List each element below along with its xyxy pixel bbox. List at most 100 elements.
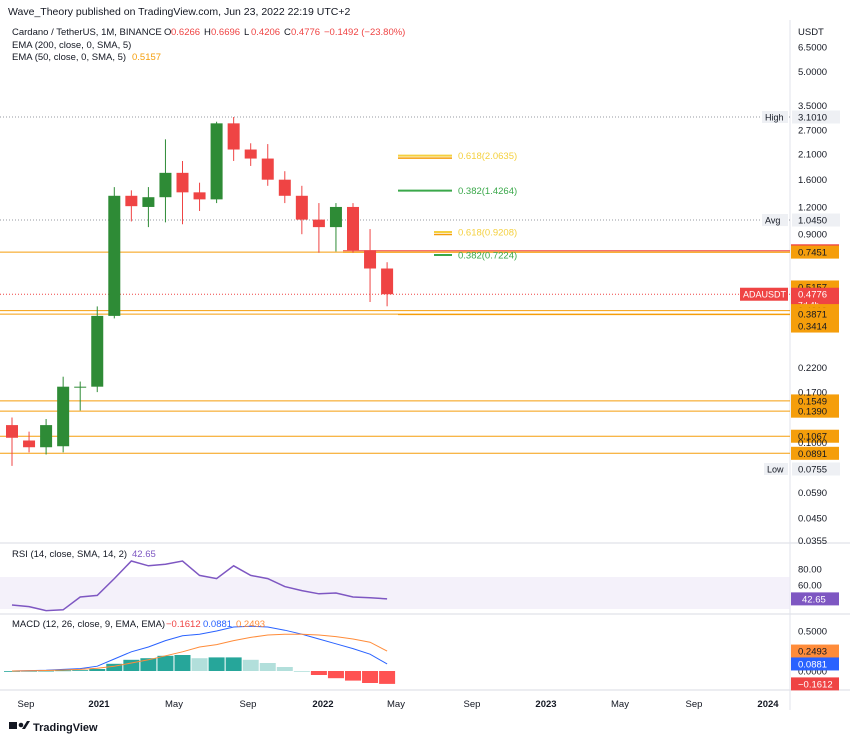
candle-body	[329, 206, 342, 228]
rsi-title: RSI (14, close, SMA, 14, 2)	[12, 549, 127, 560]
signal-badge	[791, 644, 839, 658]
macd-hist-bar	[55, 670, 72, 672]
price-tick: 0.1700	[798, 388, 827, 399]
price-tick: 0.2200	[798, 363, 827, 374]
level-value: 0.3871	[798, 310, 827, 321]
legend-ohlc: O 0.6266 H 0.6696 L 0.4206 C 0.4776 −0.1492 (−23…	[164, 27, 405, 38]
macd-hist-bar	[327, 671, 344, 679]
price-tick: 1.6000	[798, 175, 827, 186]
macd-tick: 0.0000	[798, 667, 827, 678]
macd-hist-value: −0.1612	[166, 619, 201, 630]
price-tick: 0.0450	[798, 514, 827, 525]
level-badge	[791, 394, 839, 408]
price-levels: High3.1010Avg1.04500.75550.74510.5157ADA…	[0, 110, 840, 476]
candle-body	[6, 425, 18, 438]
candle-body	[74, 386, 87, 388]
time-tick: 2024	[757, 699, 779, 710]
macd-hist-bar	[310, 671, 327, 675]
macd-hist-bar	[293, 671, 310, 672]
candle-body	[261, 158, 274, 180]
macd-hist-bar	[123, 659, 140, 671]
legend-symbol: Cardano / TetherUS, 1M, BINANCE	[12, 27, 162, 38]
time-axis[interactable]: Sep 2021 May Sep 2022 May Sep 2023 May Sep 2024	[18, 699, 780, 710]
rsi-line	[11, 560, 388, 612]
price-axis[interactable]: 6.5000 5.0000 3.5000 2.7000 2.1000 1.6000 1.20…	[798, 42, 827, 547]
time-tick: Sep	[18, 699, 35, 710]
tradingview-logo-icon[interactable]	[9, 721, 30, 729]
price-tick: 3.5000	[798, 101, 827, 112]
ohlc-key: H	[204, 27, 211, 38]
macd-hist-bar	[38, 670, 55, 672]
main-grid	[0, 20, 850, 710]
ohlc-key: L	[244, 27, 249, 38]
level-value: 0.1390	[798, 407, 827, 418]
fib-label: 0.382(1.4264)	[458, 186, 517, 197]
level-value: 0.3414	[798, 322, 827, 333]
hist-badge	[791, 677, 839, 691]
level-value: 0.1549	[798, 396, 827, 407]
level-badge	[791, 245, 839, 259]
macd-hist-bar	[362, 671, 379, 683]
price-tick: 6.5000	[798, 42, 827, 53]
time-tick: May	[387, 699, 405, 710]
price-tick: 0.1000	[798, 438, 827, 449]
price-tick: 5.0000	[798, 67, 827, 78]
macd-pane: MACD (12, 26, close, 9, EMA, EMA) −0.1612…	[4, 619, 839, 691]
time-tick: May	[611, 699, 629, 710]
signal-badge-value: 0.2493	[798, 647, 827, 658]
ohlc-key: C	[284, 27, 291, 38]
macd-hist-bar	[72, 670, 89, 671]
price-tick: 0.0590	[798, 488, 827, 499]
currency-label: USDT	[798, 27, 824, 38]
rsi-value: 42.65	[132, 549, 156, 560]
level-badge	[791, 307, 839, 321]
time-tick: Sep	[686, 699, 703, 710]
candle-body	[278, 179, 291, 196]
rsi-tick: 60.00	[798, 581, 822, 592]
level-badge	[791, 404, 839, 418]
candle-body	[108, 195, 121, 316]
level-value: 0.7451	[798, 248, 827, 259]
macd-hist-bar	[4, 671, 20, 672]
macd-hist-bar	[208, 657, 225, 671]
macd-hist-bar	[259, 663, 276, 671]
level-value: 0.4776	[798, 290, 827, 301]
macd-value: 0.0881	[203, 619, 232, 630]
symbol-tag: ADAUSDT	[743, 290, 787, 300]
fib-label: 0.618(2.0635)	[458, 151, 517, 162]
time-tick: May	[165, 699, 183, 710]
level-value: 0.0755	[798, 465, 827, 476]
level-value: 0.1067	[798, 432, 827, 443]
candle-body	[295, 195, 308, 220]
macd-badge-value: 0.0881	[798, 659, 827, 670]
candle-body	[40, 425, 53, 448]
candle-body	[57, 386, 70, 447]
signal-value: 0.2493	[236, 619, 265, 630]
price-tick: 2.7000	[798, 126, 827, 137]
level-tag-bg	[762, 111, 788, 123]
rsi-badge-value: 42.65	[802, 594, 826, 605]
macd-hist-bar	[345, 671, 361, 681]
time-tick: 2022	[312, 699, 333, 710]
rsi-tick: 80.00	[798, 565, 822, 576]
macd-hist-bar	[106, 663, 123, 671]
macd-hist-bar	[379, 671, 396, 684]
time-tick: 2021	[88, 699, 110, 710]
macd-title: MACD (12, 26, close, 9, EMA, EMA)	[12, 619, 165, 630]
price-tick: 0.9000	[798, 230, 827, 241]
macd-hist-bar	[225, 657, 242, 671]
fib-levels: 0.618(2.0635) 0.382(1.4264) 0.618(0.9208) 0…	[398, 151, 517, 262]
candle-body	[23, 440, 36, 448]
level-tag: High	[765, 113, 784, 123]
legend-ema200: EMA (200, close, 0, SMA, 5)	[12, 40, 131, 51]
level-badge	[791, 446, 839, 460]
candle-body	[176, 172, 189, 193]
legend-ema50: EMA (50, close, 0, SMA, 5)	[12, 52, 126, 63]
fib-label: 0.382(0.7224)	[458, 251, 517, 262]
ohlc-value: 0.4206	[251, 27, 280, 38]
publisher-line: Wave_Theory published on TradingView.com…	[8, 6, 350, 18]
candle-body	[125, 195, 138, 207]
level-badge-bg	[792, 462, 840, 476]
ohlc-change: −0.1492 (−23.80%)	[324, 27, 405, 38]
macd-hist-bar	[157, 655, 174, 671]
